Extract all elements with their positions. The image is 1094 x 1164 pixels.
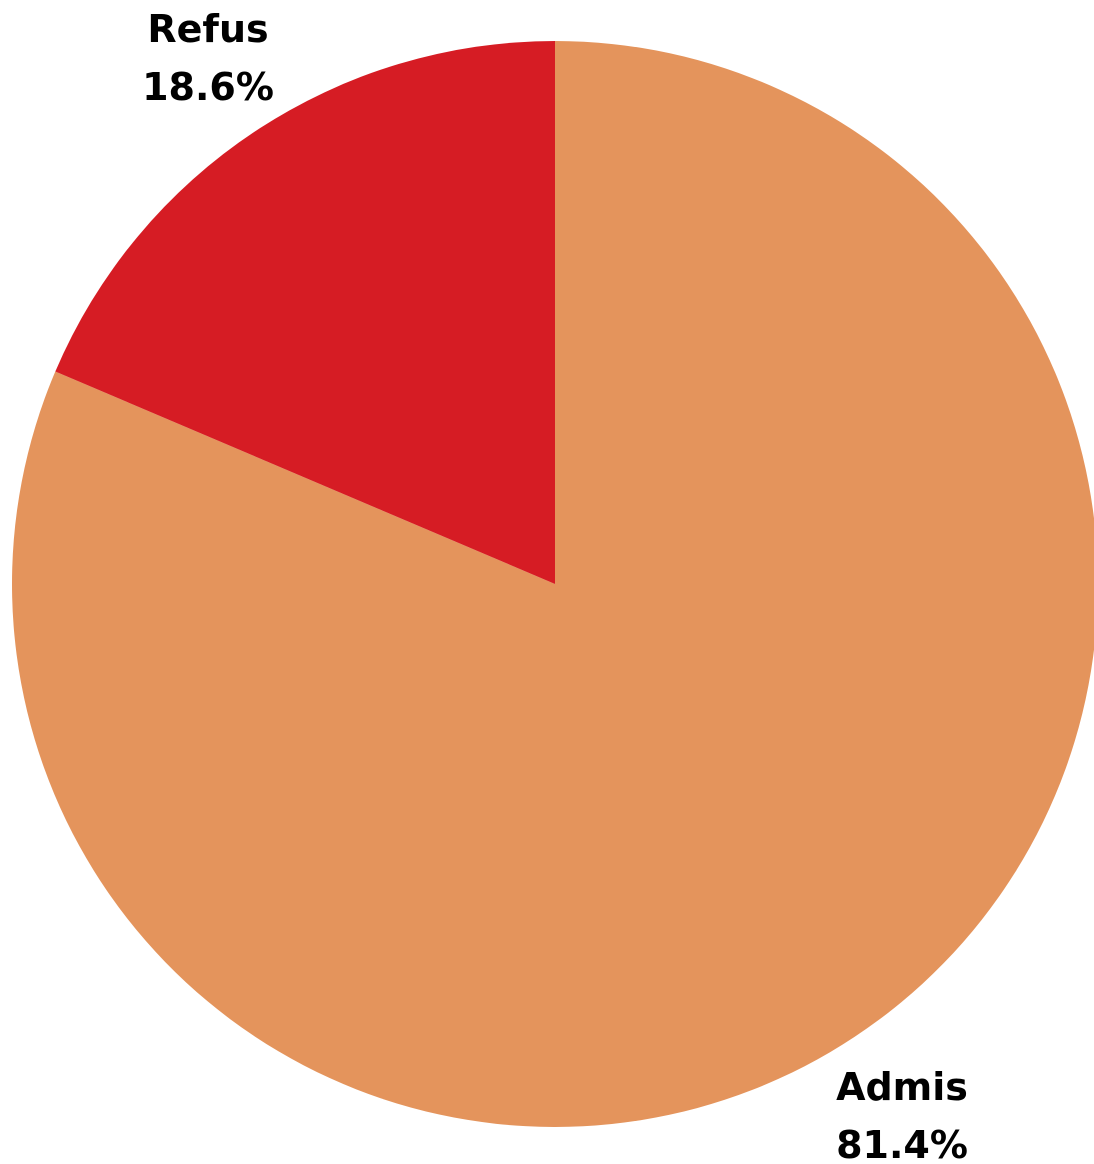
pie-slice-refus (55, 41, 555, 584)
pie-labels: Admis 81.4% Refus 18.6% (142, 7, 968, 1164)
slice-percent-refus: 18.6% (142, 65, 274, 109)
slice-percent-admis: 81.4% (836, 1123, 968, 1164)
slice-label-admis: Admis (836, 1065, 968, 1109)
pie-slice-admis (12, 41, 1094, 1127)
pie-slices (12, 41, 1094, 1127)
slice-label-refus: Refus (147, 7, 268, 51)
